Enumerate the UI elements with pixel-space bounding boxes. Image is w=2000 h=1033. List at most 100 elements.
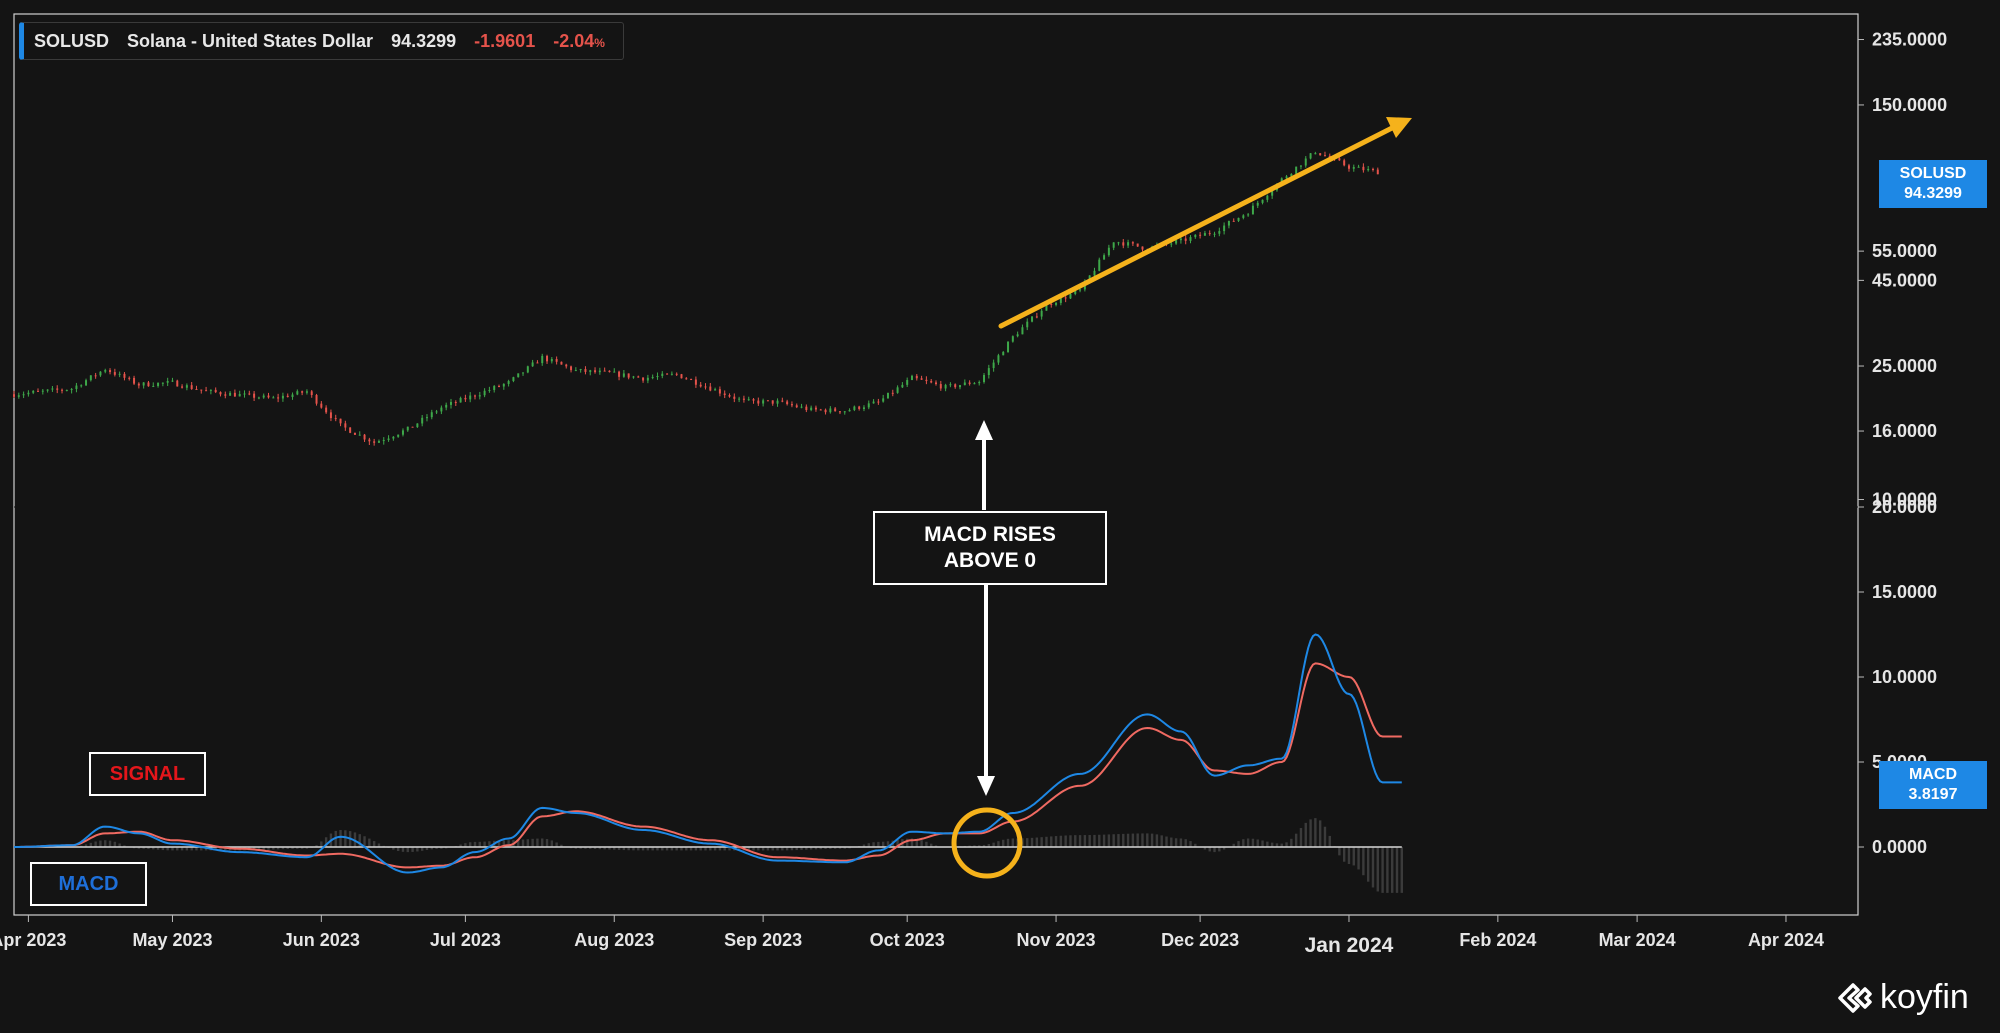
candle-body — [810, 407, 813, 411]
candle-body — [205, 390, 208, 392]
price-candle — [267, 392, 270, 399]
histogram-bar — [1098, 834, 1101, 847]
price-candle — [257, 396, 260, 400]
candle-body — [488, 389, 491, 391]
histogram-bar — [675, 847, 678, 851]
candle-body — [89, 375, 92, 381]
histogram-bar — [1371, 847, 1375, 888]
price-candle — [1247, 212, 1250, 217]
histogram-bar — [656, 847, 659, 851]
candle-body — [699, 384, 702, 387]
histogram-bar — [483, 841, 486, 847]
x-tick-label: Apr 2024 — [1748, 930, 1824, 950]
histogram-bar — [704, 847, 707, 851]
candle-body — [1319, 153, 1322, 156]
candle-body — [32, 390, 35, 393]
candle-body — [1256, 202, 1259, 206]
price-candle — [550, 357, 553, 364]
candle-body — [1021, 327, 1024, 335]
price-candle — [771, 400, 774, 406]
candle-body — [714, 389, 717, 391]
histogram-bar — [1146, 833, 1149, 847]
candle-body — [757, 400, 760, 404]
x-tick-label: Mar 2024 — [1599, 930, 1676, 950]
candle-body — [574, 370, 577, 372]
price-candle — [930, 378, 933, 384]
candle-body — [238, 393, 241, 397]
histogram-bar — [694, 847, 698, 851]
histogram-bar — [910, 838, 914, 847]
candle-body — [526, 366, 529, 373]
histogram-bar — [1256, 839, 1259, 847]
x-axis: Apr 2023 May 2023 Jun 2023 Jul 2023 Aug 2023… — [0, 915, 1824, 957]
histogram-bar — [978, 845, 981, 847]
price-candle — [339, 418, 342, 427]
histogram-bar — [142, 847, 145, 849]
price-candle — [603, 367, 606, 372]
candle-body — [987, 368, 990, 376]
candle-body — [474, 395, 476, 397]
price-candle — [906, 377, 909, 387]
price-candle — [1184, 235, 1187, 245]
macd-lines[interactable] — [14, 633, 1402, 874]
price-candle — [478, 391, 481, 400]
price-tag: SOLUSD 94.3299 — [1879, 160, 1987, 208]
candle-body — [910, 375, 913, 381]
price-candle — [694, 376, 697, 388]
price-candle — [305, 389, 308, 395]
price-candle — [1098, 257, 1101, 272]
price-candle — [272, 395, 275, 399]
price-tick-label: 25.0000 — [1872, 356, 1937, 376]
histogram-bar — [1294, 833, 1298, 847]
price-candle — [915, 374, 918, 381]
histogram-bar — [1314, 818, 1317, 847]
candle-body — [959, 385, 962, 388]
candle-body — [627, 373, 630, 378]
price-candle — [646, 374, 649, 384]
histogram-bar — [925, 841, 928, 847]
price-candle — [1122, 239, 1125, 249]
price-candle — [137, 382, 140, 389]
histogram-bar — [929, 843, 933, 847]
koyfin-wordmark: koyfin — [1880, 978, 1969, 1016]
candle-body — [882, 398, 885, 402]
price-candle — [1107, 244, 1110, 257]
candle-body — [618, 371, 621, 377]
price-candle — [142, 382, 145, 389]
price-candle — [104, 368, 107, 374]
candle-body — [118, 373, 121, 375]
crossover-highlight-circle — [951, 807, 1023, 879]
candle-body — [483, 390, 486, 396]
price-candle — [824, 408, 827, 415]
histogram-bar — [1102, 834, 1106, 847]
chart-frame — [13, 13, 1859, 916]
price-candle — [493, 385, 496, 393]
histogram-bar — [877, 841, 880, 847]
candle-body — [449, 401, 452, 405]
histogram-bar — [579, 847, 582, 849]
histogram-bar — [819, 847, 822, 850]
price-candle — [157, 382, 160, 388]
histogram-bar — [1165, 836, 1168, 847]
candle-body — [75, 385, 78, 390]
histogram-bar — [1074, 835, 1077, 847]
histogram-bar — [1189, 841, 1192, 847]
price-candle — [1232, 218, 1235, 222]
price-candle — [469, 392, 472, 403]
price-candle — [843, 410, 846, 415]
price-candle — [344, 420, 347, 431]
price-candle — [517, 373, 520, 378]
candle-body — [1088, 275, 1091, 281]
price-candle — [219, 391, 222, 397]
price-candle — [512, 376, 515, 383]
candle-body — [886, 392, 889, 399]
histogram-bar — [574, 847, 578, 849]
ticker-legend[interactable]: SOLUSD Solana - United States Dollar 94.… — [19, 22, 624, 60]
candle-body — [349, 427, 352, 433]
candle-body — [1035, 316, 1038, 318]
price-candle — [1251, 202, 1254, 215]
candle-body — [949, 384, 952, 386]
price-candles[interactable] — [13, 151, 1379, 446]
price-candle — [762, 398, 765, 407]
candle-body — [425, 417, 428, 419]
